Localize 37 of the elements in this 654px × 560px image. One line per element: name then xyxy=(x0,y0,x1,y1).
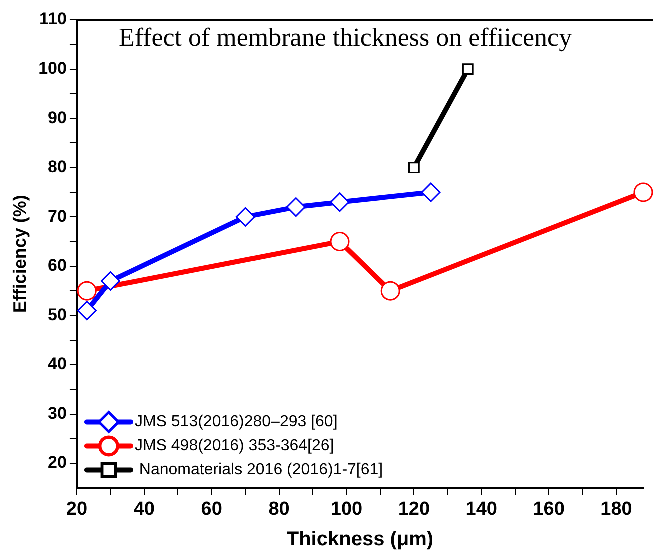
y-tick-label: 80 xyxy=(48,158,67,177)
y-tick-label: 50 xyxy=(48,305,67,324)
x-tick-label: 120 xyxy=(398,498,430,520)
x-tick-label: 60 xyxy=(201,498,222,520)
y-tick-label: 110 xyxy=(40,10,67,29)
point xyxy=(286,198,306,218)
point xyxy=(408,162,420,174)
y-tick-label: 70 xyxy=(48,206,67,226)
x-tick-label: 160 xyxy=(533,498,565,520)
y-tick-label: 20 xyxy=(48,453,67,472)
y-tick-label: 100 xyxy=(38,58,67,78)
point xyxy=(421,182,441,202)
y-tick-label: 30 xyxy=(48,404,67,423)
x-tick-label: 140 xyxy=(466,498,498,520)
point xyxy=(380,281,400,301)
x-tick-label: 40 xyxy=(134,498,155,520)
legend-label: JMS 513(2016)280–293 [60] xyxy=(134,414,338,431)
x-tick-label: 20 xyxy=(66,498,88,520)
legend-label: JMS 498(2016) 353-364[26] xyxy=(134,438,334,455)
chart-title: Effect of membrane thickness on effiicency xyxy=(118,22,572,52)
y-axis-title: Efficiency (%) xyxy=(10,195,30,314)
point xyxy=(634,182,654,202)
y-tick-label: 40 xyxy=(48,354,67,374)
x-axis-title: Thickness (μm) xyxy=(286,528,434,551)
x-tick-label: 180 xyxy=(600,498,632,520)
x-tick-label: 80 xyxy=(268,498,290,520)
legend-label: Nanomaterials 2016 (2016)1-7[61] xyxy=(134,462,384,479)
point xyxy=(462,64,474,75)
point xyxy=(236,207,256,227)
point xyxy=(77,301,97,321)
point xyxy=(77,281,97,301)
x-tick-label: 100 xyxy=(330,498,363,520)
point xyxy=(100,271,120,291)
y-tick-label: 90 xyxy=(48,108,67,128)
y-tick-label: 60 xyxy=(48,256,67,276)
point xyxy=(330,232,350,252)
point xyxy=(330,192,350,212)
